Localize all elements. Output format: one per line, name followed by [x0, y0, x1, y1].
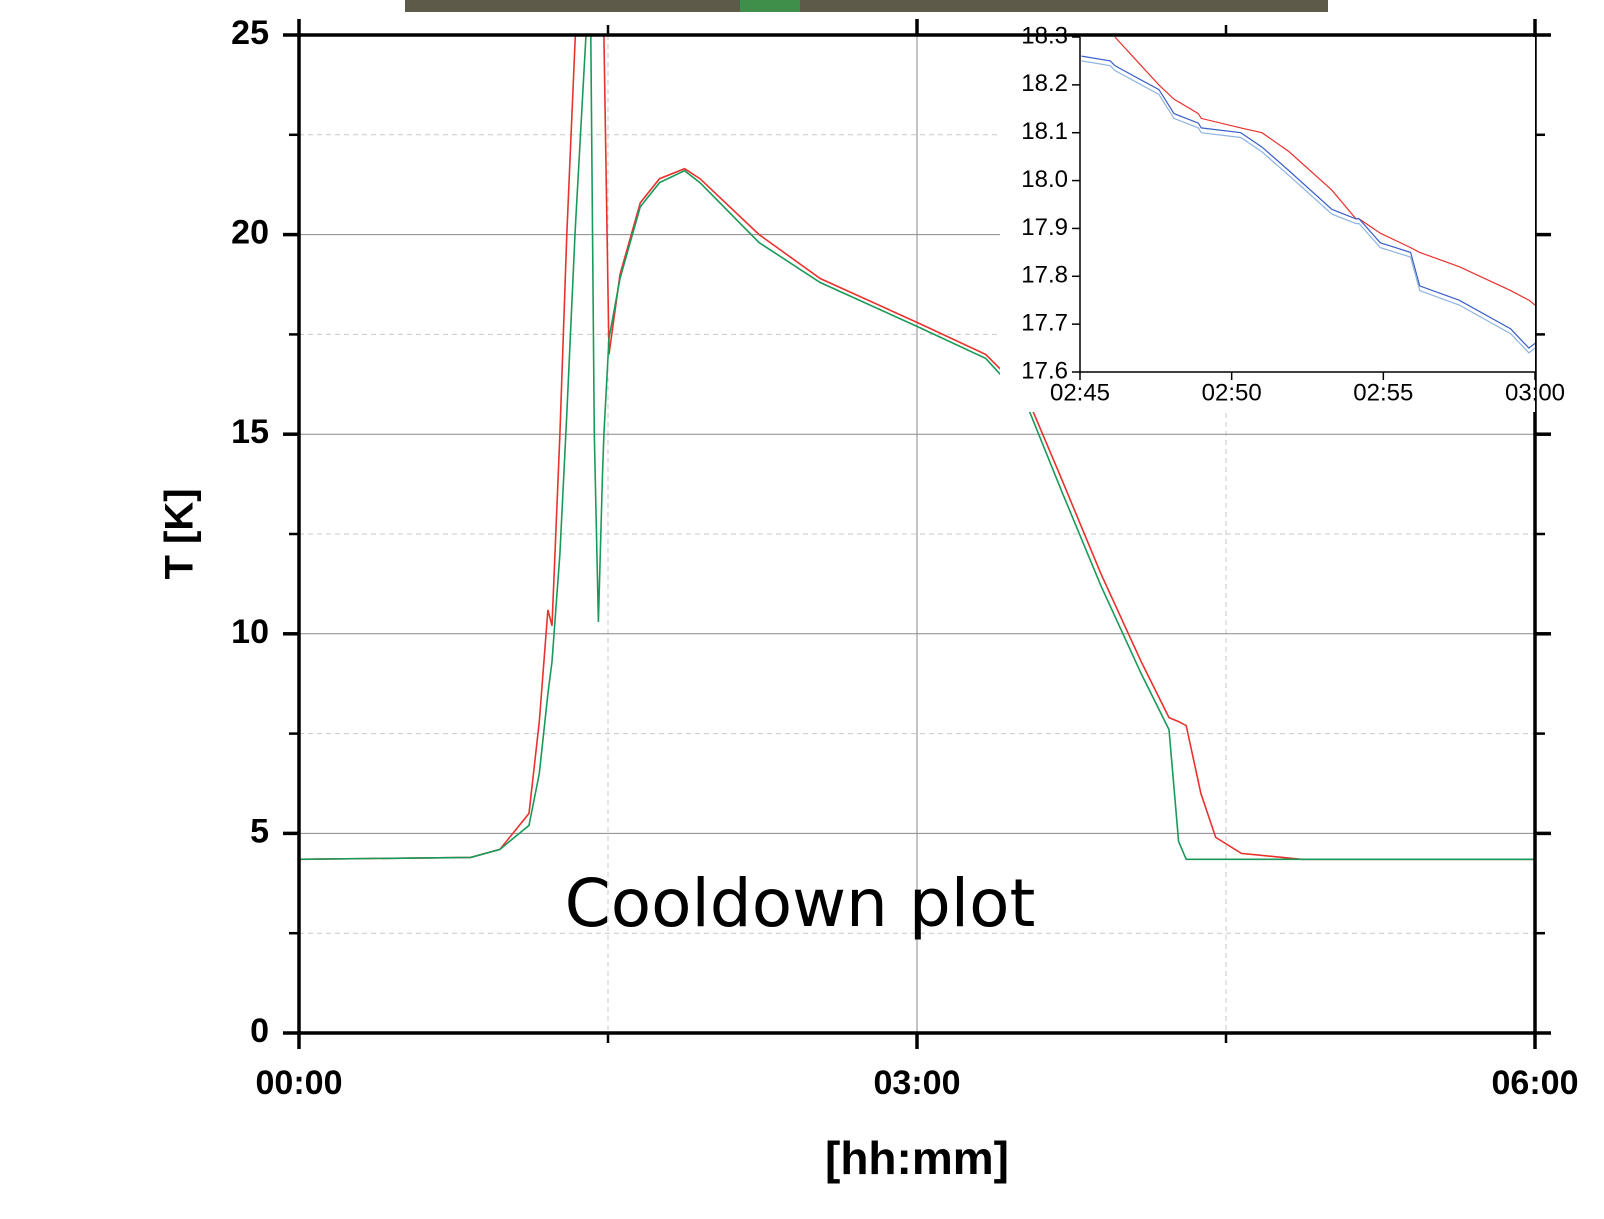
- y-tick-label: 15: [231, 413, 269, 451]
- x-tick-label: 02:45: [1050, 379, 1110, 406]
- x-tick-label: 03:00: [874, 1064, 961, 1102]
- inset-background: [1000, 37, 1535, 412]
- x-tick-label: 06:00: [1492, 1064, 1579, 1102]
- y-tick-label: 17.6: [1021, 357, 1068, 384]
- annotation: Cooldown plot: [565, 865, 1036, 942]
- y-tick-label: 18.0: [1021, 166, 1068, 193]
- data-line: [1114, 37, 1535, 306]
- y-tick-label: 10: [231, 613, 269, 651]
- y-axis-label: T [K]: [158, 488, 202, 579]
- data-line: [1081, 55, 1535, 349]
- x-tick-label: 03:00: [1505, 379, 1565, 406]
- y-tick-label: 0: [250, 1012, 269, 1050]
- data-line: [1081, 60, 1535, 354]
- y-tick-label: 17.8: [1021, 262, 1068, 289]
- y-tick-label: 5: [250, 812, 269, 850]
- y-tick-label: 25: [231, 14, 269, 52]
- y-tick-label: 20: [231, 214, 269, 252]
- y-tick-label: 18.1: [1021, 118, 1068, 145]
- photo-strip-detail: [740, 0, 800, 12]
- plot-layer: 0 5 10 15 20 25 00:00 03:00 06:00 T [K] [hh:mm] Coo…: [158, 14, 1579, 1184]
- data-line: [299, 35, 1535, 861]
- y-tick-label: 17.7: [1021, 309, 1068, 336]
- x-axis-label: [hh:mm]: [825, 1132, 1009, 1184]
- photo-strip: [405, 0, 1328, 12]
- y-tick-label: 18.3: [1021, 22, 1068, 49]
- y-tick-label: 17.9: [1021, 214, 1068, 241]
- y-tick-label: 18.2: [1021, 70, 1068, 97]
- x-tick-label: 00:00: [256, 1064, 343, 1102]
- x-tick-label: 02:50: [1202, 379, 1262, 406]
- x-tick-label: 02:55: [1353, 379, 1413, 406]
